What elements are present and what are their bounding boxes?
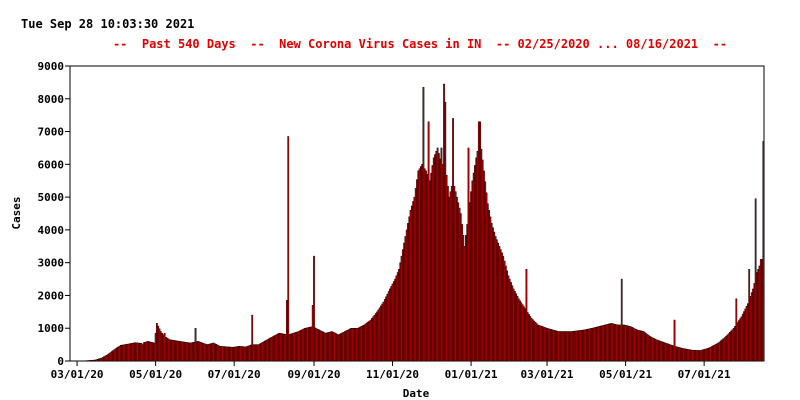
- x-tick-label: 07/01/21: [678, 368, 731, 381]
- x-axis: 03/01/20 05/01/20 07/01/20 09/01/20 11/01/20…: [51, 361, 731, 381]
- y-tick-label: 8000: [38, 93, 65, 106]
- x-tick-label: 09/01/20: [288, 368, 341, 381]
- bar: [251, 314, 254, 362]
- x-tick-label: 03/01/20: [51, 368, 104, 381]
- bar: [287, 136, 290, 362]
- y-tick-label: 9000: [38, 60, 65, 73]
- bar: [620, 278, 623, 362]
- x-tick-label: 05/01/20: [129, 368, 182, 381]
- y-axis: 0 1000 2000 3000 4000 5000 6000 7000 8000 9000: [38, 60, 70, 368]
- x-tick-label: 03/01/21: [521, 368, 574, 381]
- y-tick-label: 0: [57, 355, 64, 368]
- y-tick-label: 3000: [38, 257, 65, 270]
- bar: [762, 141, 765, 362]
- timestamp: Tue Sep 28 10:03:30 2021: [21, 17, 195, 31]
- x-tick-label: 01/01/21: [445, 368, 498, 381]
- y-tick-label: 6000: [38, 158, 65, 171]
- bars-group: [77, 83, 765, 362]
- x-tick-label: 11/01/20: [366, 368, 419, 381]
- y-tick-label: 7000: [38, 126, 65, 139]
- x-tick-label: 05/01/21: [599, 368, 652, 381]
- y-tick-label: 4000: [38, 224, 65, 237]
- y-tick-label: 1000: [38, 322, 65, 335]
- x-tick-label: 07/01/20: [208, 368, 261, 381]
- x-axis-label: Date: [403, 387, 430, 400]
- chart-title: -- Past 540 Days -- New Corona Virus Cas…: [112, 37, 728, 51]
- bar: [673, 319, 676, 362]
- y-axis-label: Cases: [10, 196, 23, 229]
- y-tick-label: 2000: [38, 289, 65, 302]
- y-tick-label: 5000: [38, 191, 65, 204]
